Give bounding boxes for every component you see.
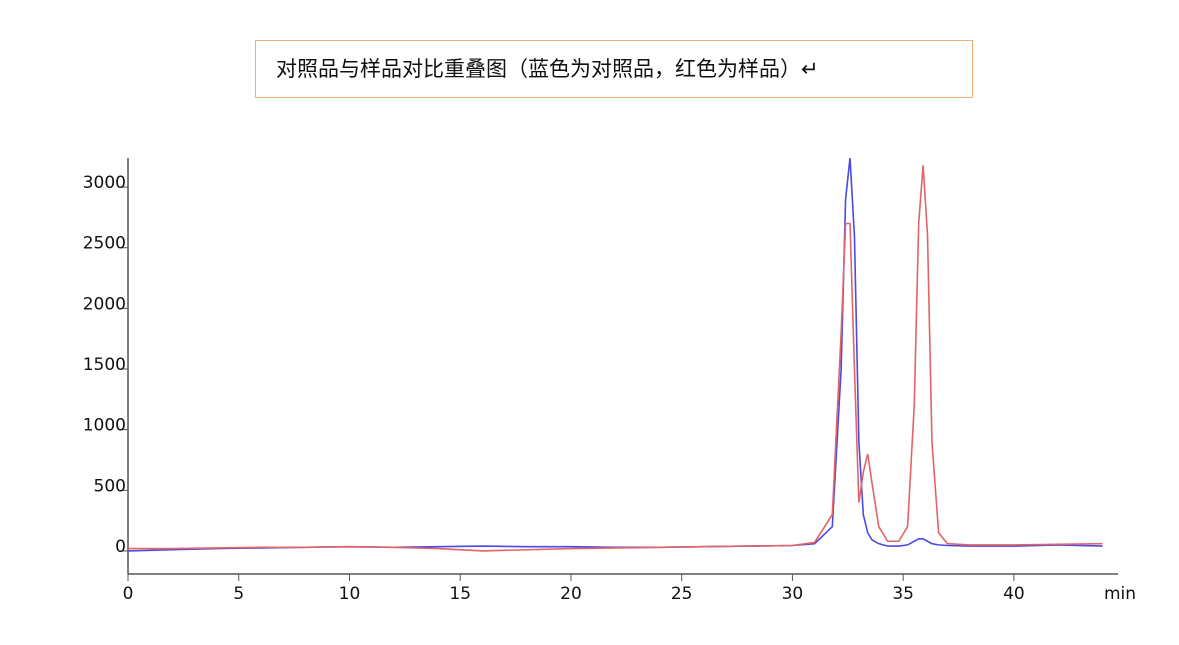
x-tick-label: 40 [1003, 584, 1025, 604]
y-tick-label: 500 [94, 476, 126, 496]
y-tick-label: 0 [115, 537, 126, 557]
y-tick-label: 2500 [83, 234, 126, 254]
chart-title: 对照品与样品对比重叠图（蓝色为对照品，红色为样品）↵ [255, 40, 973, 98]
x-tick-label: 35 [892, 584, 914, 604]
series-line [128, 165, 1103, 552]
x-tick-label: 5 [233, 584, 244, 604]
x-tick-label: 25 [671, 584, 693, 604]
y-tick-label: 1500 [83, 355, 126, 375]
series-line [128, 158, 1103, 552]
y-tick-label: 3000 [83, 173, 126, 193]
y-tick-label: 1000 [83, 416, 126, 436]
x-tick-label: 0 [123, 584, 134, 604]
x-tick-label: 10 [339, 584, 361, 604]
y-tick-label: 2000 [83, 294, 126, 314]
x-tick-label: 30 [782, 584, 804, 604]
x-tick-label: 15 [449, 584, 471, 604]
x-tick-label: 20 [560, 584, 582, 604]
x-axis-label: min [1104, 584, 1136, 604]
